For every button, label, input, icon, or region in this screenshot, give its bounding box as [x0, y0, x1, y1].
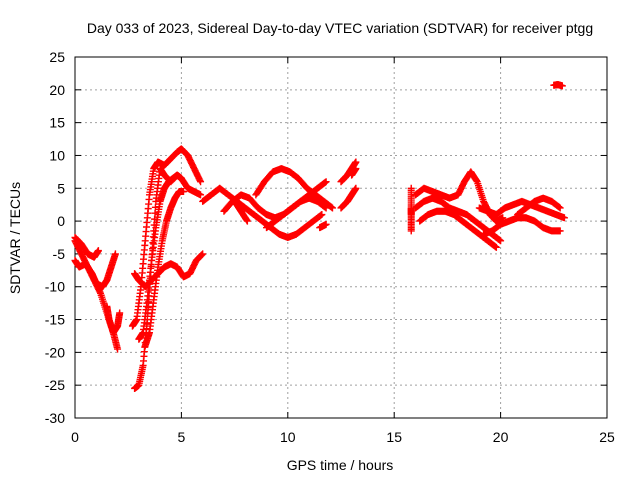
- data-point: [352, 184, 360, 192]
- data-point: [318, 211, 326, 219]
- data-point: [328, 204, 336, 212]
- series-track-f: [128, 145, 205, 330]
- x-axis-title: GPS time / hours: [287, 457, 394, 473]
- data-point: [94, 247, 102, 255]
- x-tick-labels: 0 5 10 15 20 25: [71, 429, 615, 445]
- series-track-w: [475, 197, 568, 222]
- y-tick-label: -15: [45, 312, 65, 328]
- series-track-q: [337, 184, 360, 212]
- data-point: [407, 227, 415, 235]
- x-tick-label: 20: [493, 429, 509, 445]
- data-point: [492, 243, 500, 251]
- y-tick-label: -25: [45, 377, 65, 393]
- y-axis-title: SDTVAR / TECUs: [7, 182, 23, 294]
- series-track-z: [550, 81, 566, 90]
- y-tick-label: 10: [49, 147, 65, 163]
- series-track-b: [71, 250, 119, 291]
- x-tick-label: 0: [71, 429, 79, 445]
- data-point: [111, 250, 119, 258]
- y-tick-label: -30: [45, 410, 65, 426]
- data-point: [180, 188, 188, 196]
- y-tick-label: -10: [45, 279, 65, 295]
- data-points: [71, 81, 568, 392]
- data-point: [177, 174, 185, 182]
- x-tick-label: 25: [599, 429, 615, 445]
- y-tick-label: 25: [49, 49, 65, 65]
- data-point: [352, 165, 360, 173]
- data-point: [352, 158, 360, 166]
- series-track-r: [348, 165, 360, 179]
- axis-ticks: [74, 56, 608, 419]
- series-track-n: [231, 197, 251, 225]
- data-point: [322, 220, 330, 228]
- series-track-g: [135, 171, 185, 343]
- data-point: [197, 178, 205, 186]
- y-tick-label: 5: [57, 180, 65, 196]
- series-track-o: [316, 220, 330, 232]
- x-tick-label: 5: [178, 429, 186, 445]
- chart-title: Day 033 of 2023, Sidereal Day-to-day VTE…: [87, 20, 593, 36]
- series-track-s: [407, 184, 415, 235]
- series-track-i: [131, 250, 207, 291]
- series-track-l: [252, 165, 336, 212]
- data-point: [197, 191, 205, 199]
- series-track-c: [71, 234, 102, 261]
- y-tick-label: -20: [45, 344, 65, 360]
- data-point: [556, 227, 564, 235]
- x-tick-label: 15: [386, 429, 402, 445]
- series-track-y: [514, 194, 564, 219]
- y-tick-label: 0: [57, 213, 65, 229]
- y-tick-label: 15: [49, 115, 65, 131]
- y-tick-labels: -30 -25 -20 -15 -10 -5 0 5 10 15 20 25: [45, 49, 65, 426]
- series-track-d: [103, 302, 124, 337]
- data-point: [199, 250, 207, 258]
- data-point: [116, 309, 124, 317]
- data-point: [558, 82, 566, 90]
- grid-lines: [75, 57, 607, 418]
- data-point: [560, 214, 568, 222]
- data-point: [243, 217, 251, 225]
- data-point: [114, 345, 122, 353]
- x-tick-label: 10: [280, 429, 296, 445]
- series-track-x: [480, 214, 564, 238]
- data-point: [556, 204, 564, 212]
- series-track-v: [416, 207, 500, 251]
- series-track-u: [411, 194, 505, 245]
- series-track-m: [263, 178, 330, 232]
- data-point: [497, 237, 505, 245]
- y-tick-label: -5: [53, 246, 66, 262]
- series-track-j: [199, 184, 326, 241]
- y-tick-label: 20: [49, 82, 65, 98]
- data-point: [322, 178, 330, 186]
- series-track-h: [141, 188, 188, 350]
